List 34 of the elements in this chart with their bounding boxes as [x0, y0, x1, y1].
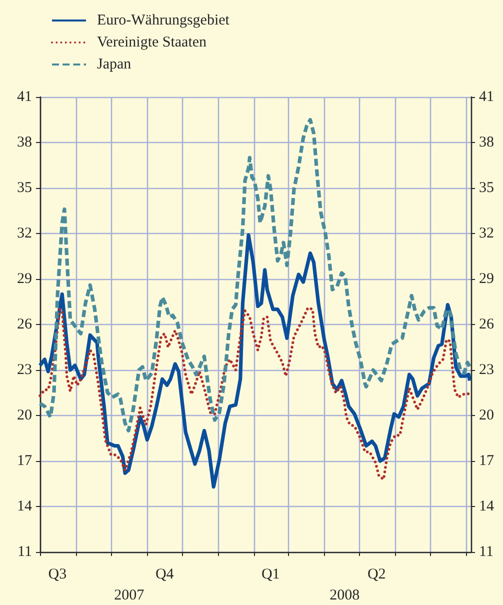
y-tick-label: 14 — [17, 498, 32, 514]
y2-tick-label: 11 — [479, 544, 494, 560]
y2-tick-label: 20 — [479, 408, 494, 424]
x-tick-label: Q4 — [155, 566, 174, 582]
x-tick-label: Q1 — [261, 566, 280, 582]
line-series — [38, 233, 472, 489]
text: 2007 — [114, 588, 145, 604]
y-tick-label: 23 — [17, 362, 32, 378]
text: 2008 — [330, 588, 360, 604]
y-tick-label: 41 — [17, 89, 32, 105]
y2-tick-label: 29 — [479, 271, 494, 287]
line-series — [38, 306, 472, 481]
y2-tick-label: 14 — [479, 498, 494, 514]
x-tick-label: Q2 — [367, 566, 386, 582]
y-tick-label: 11 — [18, 544, 32, 560]
y2-tick-label: 26 — [479, 316, 494, 332]
line-series — [38, 118, 472, 432]
y-tick-label: 29 — [17, 271, 32, 287]
legend-label: Vereinigte Staaten — [97, 34, 208, 50]
legend-label: Euro-Währungsgebiet — [97, 12, 230, 28]
y2-tick-label: 38 — [479, 134, 494, 150]
y-tick-label: 32 — [17, 226, 32, 242]
y2-tick-label: 35 — [479, 180, 494, 196]
y-tick-label: 20 — [17, 408, 32, 424]
y2-tick-label: 32 — [479, 226, 494, 242]
y2-tick-label: 17 — [479, 453, 494, 469]
legend-label: Japan — [97, 56, 132, 72]
x-tick-label: Q3 — [48, 566, 67, 582]
y-tick-label: 38 — [17, 134, 32, 150]
y2-tick-label: 41 — [479, 89, 494, 105]
y-tick-label: 17 — [17, 453, 32, 469]
y-tick-label: 26 — [17, 316, 32, 332]
y-tick-label: 35 — [17, 180, 32, 196]
y2-tick-label: 23 — [479, 362, 494, 378]
